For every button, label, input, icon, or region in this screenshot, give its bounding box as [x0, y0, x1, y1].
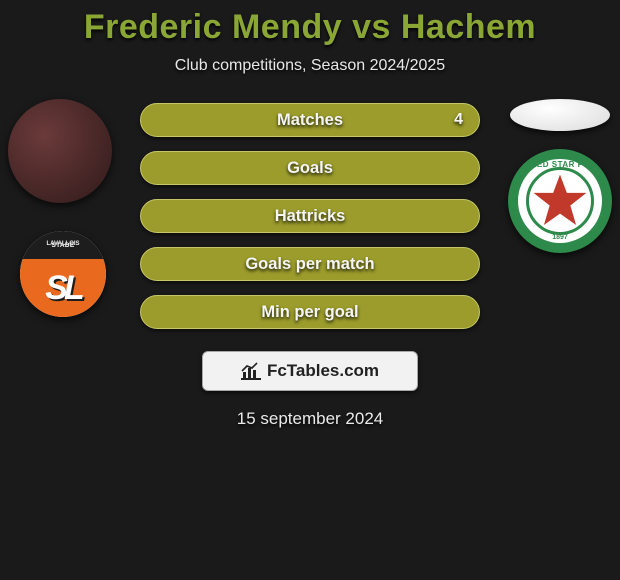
stat-label: Min per goal	[261, 303, 358, 322]
right-player-photo-placeholder	[510, 99, 610, 131]
page-subtitle: Club competitions, Season 2024/2025	[0, 57, 620, 75]
date-text: 15 september 2024	[0, 409, 620, 429]
stat-row-goals: Goals	[140, 151, 480, 185]
redstar-ring-text-bottom: 1897	[518, 234, 602, 241]
left-club-badge: STADE LAVALLOIS SL	[8, 231, 110, 317]
stat-value-right: 4	[454, 111, 463, 129]
left-player-column: STADE LAVALLOIS SL	[8, 99, 112, 317]
stat-label: Hattricks	[275, 207, 346, 226]
stat-label: Goals per match	[245, 255, 374, 274]
right-club-badge: RED STAR FC 1897	[508, 149, 612, 253]
stats-column: Matches 4 Goals Hattricks Goals per matc…	[140, 103, 480, 329]
stat-label: Goals	[287, 159, 333, 178]
stat-row-gpm: Goals per match	[140, 247, 480, 281]
redstar-ring: RED STAR FC 1897	[518, 159, 602, 243]
lavallois-monogram: SL	[45, 269, 80, 308]
lavallois-mid-band: SL	[20, 259, 106, 317]
redstar-badge: RED STAR FC 1897	[508, 149, 612, 253]
lavallois-name-text: LAVALLOIS	[20, 241, 106, 247]
stat-row-mpg: Min per goal	[140, 295, 480, 329]
fctables-brand-text: FcTables.com	[267, 361, 379, 381]
stat-row-hattricks: Hattricks	[140, 199, 480, 233]
content-row: STADE LAVALLOIS SL Matches 4 Goals Hattr…	[0, 99, 620, 329]
star-icon	[533, 174, 587, 228]
page-title: Frederic Mendy vs Hachem	[0, 8, 620, 47]
stat-label: Matches	[277, 111, 343, 130]
redstar-inner-circle	[526, 167, 594, 235]
bar-chart-icon	[241, 362, 261, 380]
right-player-column: RED STAR FC 1897	[508, 99, 612, 253]
lavallois-badge: STADE LAVALLOIS SL	[20, 231, 106, 317]
stat-row-matches: Matches 4	[140, 103, 480, 137]
left-player-photo	[8, 99, 112, 203]
comparison-card: Frederic Mendy vs Hachem Club competitio…	[0, 0, 620, 429]
fctables-brand-box[interactable]: FcTables.com	[202, 351, 418, 391]
